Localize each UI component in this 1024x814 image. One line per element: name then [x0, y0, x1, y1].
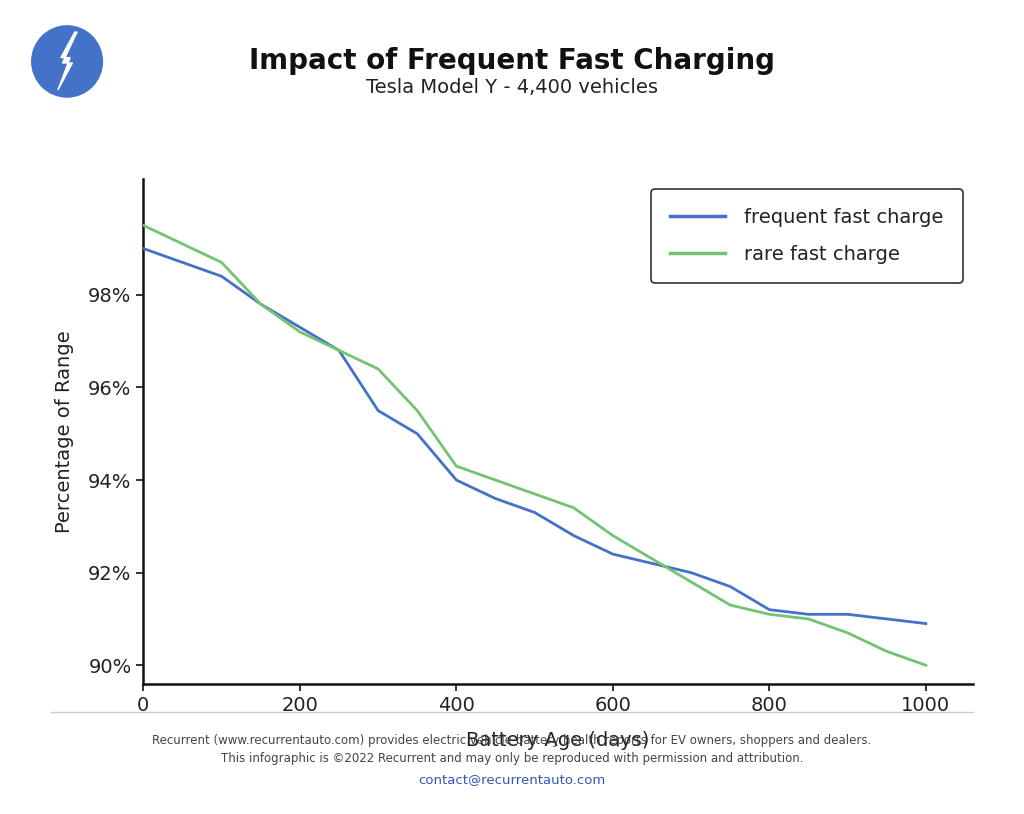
Text: contact@recurrentauto.com: contact@recurrentauto.com [419, 773, 605, 786]
Y-axis label: Percentage of Range: Percentage of Range [55, 330, 75, 532]
Legend: frequent fast charge, rare fast charge: frequent fast charge, rare fast charge [651, 189, 964, 283]
Circle shape [32, 26, 102, 97]
Text: This infographic is ©2022 Recurrent and may only be reproduced with permission a: This infographic is ©2022 Recurrent and … [221, 752, 803, 765]
Text: Impact of Frequent Fast Charging: Impact of Frequent Fast Charging [249, 47, 775, 75]
Text: Recurrent (www.recurrentauto.com) provides electric vehicle battery health repor: Recurrent (www.recurrentauto.com) provid… [153, 734, 871, 747]
Text: Tesla Model Y - 4,400 vehicles: Tesla Model Y - 4,400 vehicles [366, 77, 658, 97]
Polygon shape [57, 32, 77, 90]
X-axis label: Battery Age (days): Battery Age (days) [466, 731, 650, 751]
